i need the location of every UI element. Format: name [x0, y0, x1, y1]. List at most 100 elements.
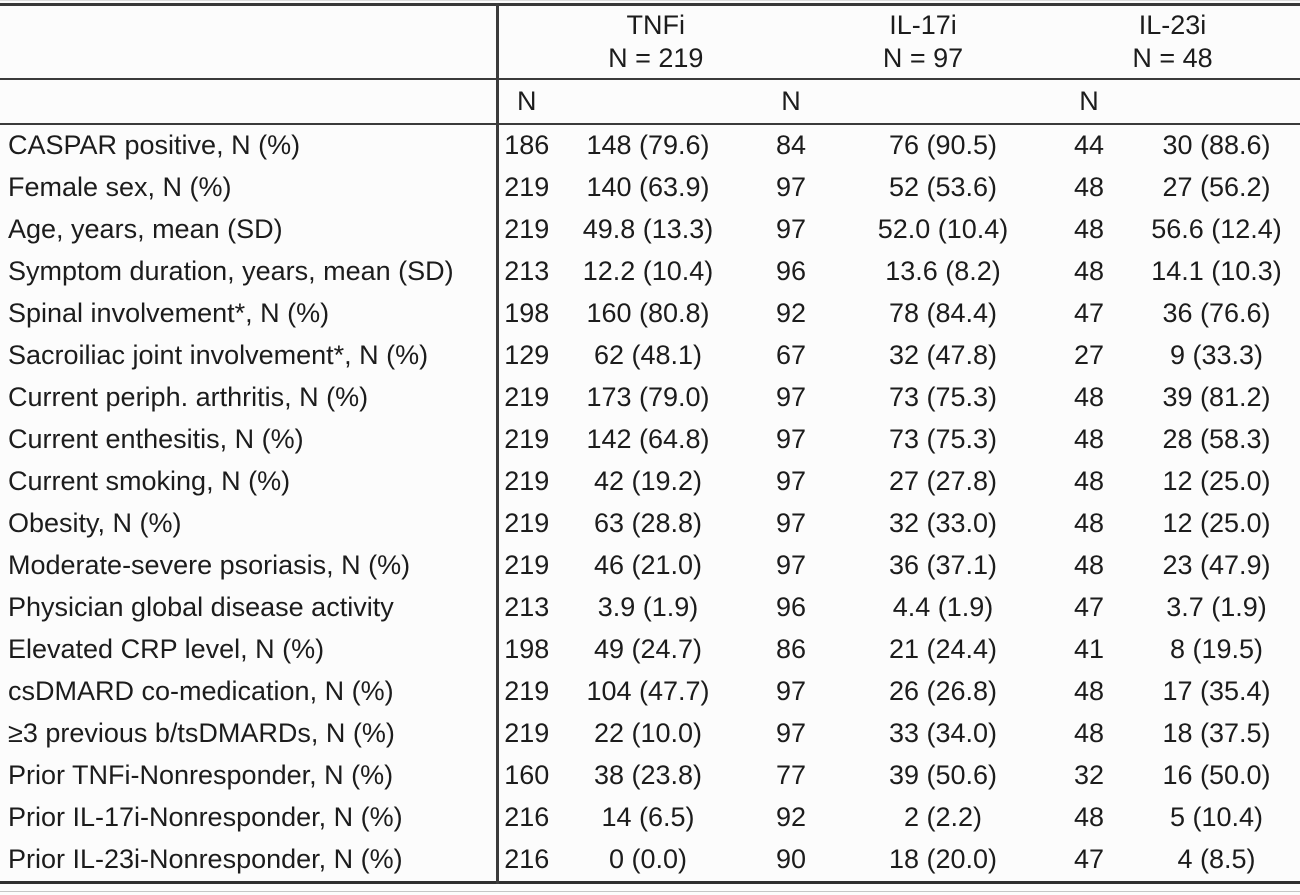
- n-cell-il17i: 97: [775, 214, 807, 245]
- group-name-tnfi: TNFi: [626, 10, 685, 40]
- n-cell-il23i: 48: [1073, 550, 1105, 581]
- n-cell-tnfi: 219: [504, 676, 550, 707]
- n-cell-il23i: 48: [1073, 718, 1105, 749]
- value-cell-il23i: 30 (88.6): [1162, 130, 1271, 161]
- table-row: Obesity, N (%) 219 63 (28.8) 97 32 (33.0…: [0, 503, 1300, 545]
- table-row: ≥3 previous b/tsDMARDs, N (%) 219 22 (10…: [0, 713, 1300, 755]
- row-label: Physician global disease activity: [0, 587, 499, 629]
- n-cell-il17i: 96: [775, 256, 807, 287]
- value-cell-tnfi: 140 (63.9): [586, 172, 710, 203]
- row-label: Prior IL-23i-Nonresponder, N (%): [0, 839, 499, 883]
- value-cell-il17i: 13.6 (8.2): [885, 256, 1001, 287]
- value-cell-tnfi: 14 (6.5): [601, 802, 695, 833]
- n-cell-tnfi: 160: [504, 760, 550, 791]
- subheader-blank: [1133, 79, 1300, 125]
- group-header-row: TNFi N = 219 IL-17i N = 97 IL-23i N = 48: [0, 4, 1300, 80]
- n-cell-tnfi: 219: [504, 424, 550, 455]
- group-n-il23i: N = 48: [1132, 43, 1213, 73]
- row-label: csDMARD co-medication, N (%): [0, 671, 499, 713]
- value-cell-tnfi: 148 (79.6): [586, 130, 710, 161]
- n-cell-il17i: 97: [775, 172, 807, 203]
- value-cell-il17i: 73 (75.3): [888, 382, 998, 413]
- n-cell-il17i: 97: [775, 718, 807, 749]
- table-row: Current enthesitis, N (%) 219 142 (64.8)…: [0, 419, 1300, 461]
- value-cell-il23i: 56.6 (12.4): [1151, 214, 1282, 245]
- n-cell-il23i: 48: [1073, 466, 1105, 497]
- n-cell-il17i: 97: [775, 676, 807, 707]
- n-cell-il23i: 48: [1073, 676, 1105, 707]
- value-cell-il23i: 23 (47.9): [1162, 550, 1271, 581]
- row-label: Female sex, N (%): [0, 167, 499, 209]
- value-cell-tnfi: 62 (48.1): [593, 340, 703, 371]
- value-cell-tnfi: 142 (64.8): [586, 424, 710, 455]
- value-cell-il17i: 21 (24.4): [888, 634, 998, 665]
- value-cell-tnfi: 160 (80.8): [586, 298, 710, 329]
- header-corner-cell: [0, 4, 499, 80]
- table-header: TNFi N = 219 IL-17i N = 97 IL-23i N = 48: [0, 4, 1300, 125]
- n-cell-il23i: 47: [1073, 844, 1105, 875]
- n-cell-tnfi: 219: [504, 718, 550, 749]
- table-row: Prior TNFi-Nonresponder, N (%) 160 38 (2…: [0, 755, 1300, 797]
- n-cell-tnfi: 219: [504, 214, 550, 245]
- value-cell-il17i: 76 (90.5): [888, 130, 998, 161]
- table-row: Current smoking, N (%) 219 42 (19.2) 97 …: [0, 461, 1300, 503]
- table-row: Physician global disease activity 213 3.…: [0, 587, 1300, 629]
- value-cell-il17i: 27 (27.8): [888, 466, 998, 497]
- n-cell-tnfi: 186: [504, 130, 550, 161]
- row-label: Elevated CRP level, N (%): [0, 629, 499, 671]
- value-cell-il23i: 36 (76.6): [1162, 298, 1271, 329]
- n-cell-il17i: 84: [775, 130, 807, 161]
- n-cell-il17i: 92: [775, 802, 807, 833]
- value-cell-il23i: 16 (50.0): [1162, 760, 1271, 791]
- value-cell-tnfi: 104 (47.7): [586, 676, 710, 707]
- value-cell-il17i: 32 (33.0): [888, 508, 998, 539]
- table-row: CASPAR positive, N (%) 186 148 (79.6) 84…: [0, 124, 1300, 167]
- value-cell-il17i: 33 (34.0): [888, 718, 998, 749]
- group-header-il23i: IL-23i N = 48: [1045, 4, 1300, 80]
- row-label: Obesity, N (%): [0, 503, 499, 545]
- n-cell-il23i: 32: [1073, 760, 1105, 791]
- row-label: Prior IL-17i-Nonresponder, N (%): [0, 797, 499, 839]
- value-cell-tnfi: 173 (79.0): [586, 382, 710, 413]
- value-cell-il23i: 18 (37.5): [1162, 718, 1271, 749]
- n-cell-il23i: 47: [1073, 298, 1105, 329]
- value-cell-il17i: 2 (2.2): [903, 802, 983, 833]
- n-cell-tnfi: 198: [504, 298, 550, 329]
- value-cell-il23i: 17 (35.4): [1162, 676, 1271, 707]
- value-cell-tnfi: 3.9 (1.9): [597, 592, 699, 623]
- row-label: Prior TNFi-Nonresponder, N (%): [0, 755, 499, 797]
- table-body: CASPAR positive, N (%) 186 148 (79.6) 84…: [0, 124, 1300, 883]
- value-cell-il23i: 8 (19.5): [1169, 634, 1264, 665]
- value-cell-il17i: 26 (26.8): [888, 676, 998, 707]
- row-label: CASPAR positive, N (%): [0, 124, 499, 167]
- value-cell-il23i: 9 (33.3): [1169, 340, 1264, 371]
- n-cell-il23i: 48: [1073, 214, 1105, 245]
- subheader-corner-cell: [0, 79, 499, 125]
- n-cell-il23i: 44: [1073, 130, 1105, 161]
- row-label: Moderate-severe psoriasis, N (%): [0, 545, 499, 587]
- group-header-tnfi: TNFi N = 219: [497, 4, 742, 80]
- table-row: Prior IL-23i-Nonresponder, N (%) 216 0 (…: [0, 839, 1300, 883]
- characteristics-table: TNFi N = 219 IL-17i N = 97 IL-23i N = 48: [0, 3, 1300, 884]
- row-label: Current smoking, N (%): [0, 461, 499, 503]
- value-cell-il17i: 52.0 (10.4): [877, 214, 1009, 245]
- table-row: Age, years, mean (SD) 219 49.8 (13.3) 97…: [0, 209, 1300, 251]
- n-cell-il23i: 47: [1073, 592, 1105, 623]
- row-label: Current periph. arthritis, N (%): [0, 377, 499, 419]
- table-row: Prior IL-17i-Nonresponder, N (%) 216 14 …: [0, 797, 1300, 839]
- n-cell-tnfi: 219: [504, 508, 550, 539]
- group-name-il23i: IL-23i: [1138, 10, 1207, 40]
- subheader-blank: [841, 79, 1046, 125]
- n-cell-il23i: 27: [1073, 340, 1105, 371]
- value-cell-il17i: 73 (75.3): [888, 424, 998, 455]
- n-cell-il23i: 41: [1073, 634, 1105, 665]
- value-cell-tnfi: 49 (24.7): [593, 634, 703, 665]
- n-cell-tnfi: 129: [504, 340, 550, 371]
- n-cell-tnfi: 219: [504, 382, 550, 413]
- n-cell-il23i: 48: [1073, 802, 1105, 833]
- subheader-n-tnfi: N: [497, 79, 555, 125]
- value-cell-il23i: 3.7 (1.9): [1166, 592, 1267, 623]
- value-cell-il17i: 52 (53.6): [888, 172, 998, 203]
- group-n-il17i: N = 97: [882, 43, 964, 73]
